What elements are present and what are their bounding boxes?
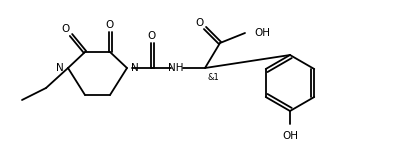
- Text: NH: NH: [168, 63, 184, 73]
- Text: N: N: [131, 63, 139, 73]
- Text: N: N: [56, 63, 64, 73]
- Text: O: O: [196, 18, 204, 28]
- Text: OH: OH: [254, 28, 270, 38]
- Text: O: O: [106, 20, 114, 30]
- Text: &1: &1: [208, 73, 220, 82]
- Text: O: O: [61, 24, 69, 34]
- Text: OH: OH: [282, 131, 298, 141]
- Text: O: O: [148, 31, 156, 41]
